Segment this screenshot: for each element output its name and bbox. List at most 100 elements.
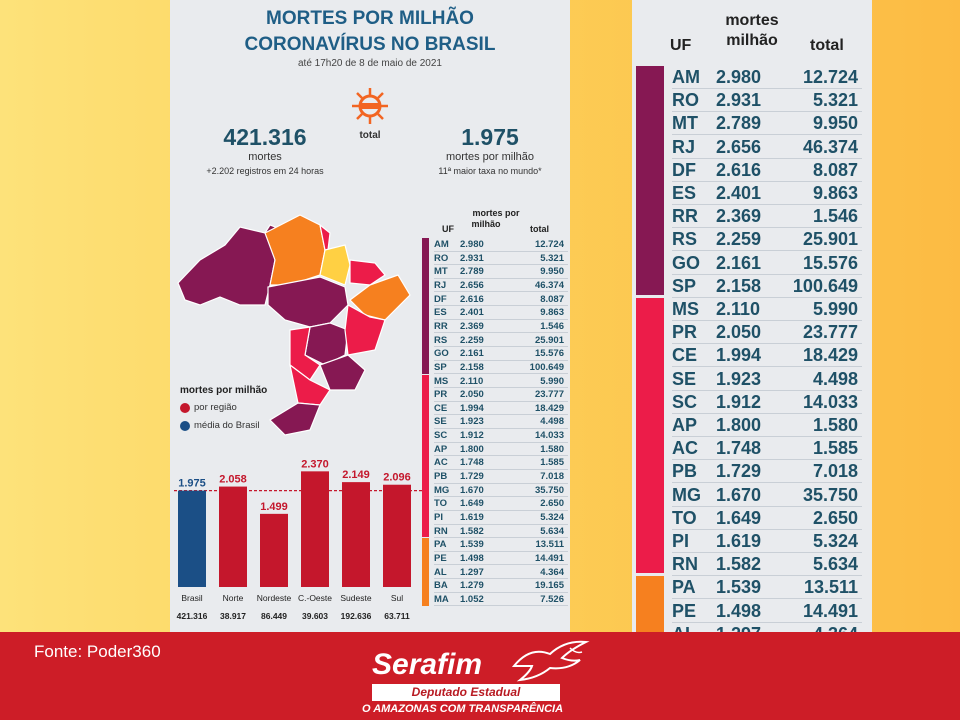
cell-pm: 1.498 — [460, 552, 484, 564]
table-row: SP 2.158 100.649 — [672, 275, 862, 298]
cell-uf: PR — [672, 322, 698, 343]
cell-pm: 1.800 — [460, 443, 484, 455]
cell-pm: 1.729 — [460, 471, 484, 483]
table-row: PB 1.729 7.018 — [434, 470, 568, 484]
cell-total: 5.634 — [812, 554, 858, 575]
cell-uf: RJ — [672, 136, 696, 157]
cell-pm: 2.369 — [460, 320, 484, 332]
table-row: SE 1.923 4.498 — [672, 368, 862, 391]
cell-total: 2.650 — [540, 498, 564, 510]
cell-uf: RN — [434, 525, 448, 537]
cell-total: 2.650 — [812, 507, 858, 528]
cell-pm: 2.259 — [716, 229, 762, 250]
bar-total-label: 421.316 — [177, 611, 208, 621]
cell-uf: SP — [672, 275, 697, 296]
table-row: RS 2.259 25.901 — [434, 334, 568, 348]
cell-pm: 1.582 — [716, 554, 762, 575]
table-row: PR 2.050 23.777 — [672, 321, 862, 345]
group-strip-1 — [422, 238, 429, 374]
cell-total: 25.901 — [802, 229, 858, 250]
cell-pm: 2.369 — [716, 206, 762, 227]
cell-total: 8.087 — [812, 159, 858, 180]
cell-pm: 2.789 — [460, 266, 484, 278]
table-row: TO 1.649 2.650 — [434, 497, 568, 511]
table-row: AP 1.800 1.580 — [434, 443, 568, 457]
legend-region: por região — [180, 402, 237, 413]
table-row: CE 1.994 18.429 — [672, 344, 862, 368]
cell-total: 23.777 — [802, 322, 858, 343]
table-row: MA 1.052 7.526 — [434, 593, 568, 607]
cell-total: 35.750 — [534, 484, 564, 496]
cell-pm: 2.161 — [460, 348, 484, 360]
cell-total: 1.580 — [812, 415, 858, 435]
table-row: AM 2.980 12.724 — [434, 238, 568, 252]
cell-total: 13.511 — [535, 539, 564, 551]
cell-uf: PI — [434, 512, 443, 523]
cell-pm: 2.050 — [460, 389, 484, 401]
region-bar-chart: 1.975 Brasil 421.316 2.058 Norte 38.917 1.499 N… — [174, 458, 426, 621]
table-row: DF 2.616 8.087 — [672, 159, 862, 182]
cell-pm: 2.656 — [716, 136, 762, 157]
cell-total: 18.429 — [802, 345, 858, 366]
cell-uf: AC — [672, 438, 698, 459]
cell-total: 7.018 — [540, 471, 564, 483]
infographic-panel: MORTES POR MILHÃO CORONAVÍRUS NO BRASIL … — [170, 0, 570, 632]
table-row: RS 2.259 25.901 — [672, 228, 862, 252]
legend-region-swatch — [180, 402, 190, 413]
cell-pm: 1.912 — [716, 391, 762, 412]
cell-total: 19.165 — [534, 580, 564, 592]
cell-uf: PE — [434, 552, 447, 564]
cell-pm: 1.748 — [716, 438, 762, 459]
table-row: MT 2.789 9.950 — [672, 112, 862, 136]
header-pm-1a: mortes — [725, 12, 779, 29]
cell-total: 14.491 — [802, 600, 858, 621]
cell-uf: CE — [672, 345, 698, 366]
cell-pm: 1.994 — [716, 345, 762, 366]
cell-pm: 2.161 — [716, 252, 762, 273]
cell-uf: SE — [434, 416, 447, 428]
group-strip-1 — [636, 66, 664, 295]
cell-total: 15.576 — [802, 252, 858, 273]
deaths-per-million-note: 11ª maior taxa no mundo* — [438, 166, 542, 176]
cell-pm: 1.619 — [460, 512, 484, 523]
table-row: MG 1.670 35.750 — [672, 484, 862, 507]
cell-uf: PB — [672, 461, 698, 482]
cell-uf: PB — [434, 471, 448, 483]
cell-total: 14.033 — [534, 430, 564, 442]
cell-pm: 2.401 — [716, 183, 762, 203]
bar-total-label: 86.449 — [261, 611, 287, 621]
table-row: MS 2.110 5.990 — [672, 298, 862, 321]
table-row: TO 1.649 2.650 — [672, 507, 862, 530]
bar-total-label: 63.711 — [384, 611, 410, 621]
bar-total-label: 38.917 — [220, 611, 246, 621]
cell-uf: BA — [434, 580, 448, 592]
cell-total: 9.863 — [812, 183, 858, 203]
cell-pm: 2.616 — [716, 159, 762, 180]
cell-uf: SC — [434, 430, 448, 442]
cell-pm: 1.649 — [460, 498, 484, 510]
cell-uf: MT — [672, 113, 698, 134]
group-strip-2 — [636, 298, 664, 574]
total-label: total — [359, 130, 381, 141]
bar-value-label: 2.149 — [342, 469, 370, 481]
table-row: RR 2.369 1.546 — [672, 205, 862, 229]
cell-total: 12.724 — [802, 67, 858, 87]
table-row: MS 2.110 5.990 — [434, 375, 568, 388]
cell-total: 25.901 — [534, 334, 564, 346]
cell-uf: AC — [434, 457, 448, 469]
cell-uf: TO — [434, 498, 448, 510]
cell-uf: ES — [434, 307, 447, 319]
cell-total: 46.374 — [802, 136, 858, 157]
cell-total: 5.321 — [540, 252, 564, 264]
bar-category-label: Norte — [223, 593, 244, 603]
cell-pm: 1.539 — [716, 577, 762, 598]
cell-pm: 2.789 — [716, 113, 762, 134]
cell-uf: PA — [434, 539, 447, 551]
cell-total: 4.364 — [540, 566, 564, 578]
cell-total: 12.724 — [534, 239, 564, 250]
cell-uf: SE — [672, 368, 697, 389]
table-row: PA 1.539 13.511 — [672, 576, 862, 600]
cell-uf: RO — [434, 252, 449, 264]
cell-total: 13.511 — [803, 577, 858, 598]
table-row: GO 2.161 15.576 — [672, 252, 862, 275]
